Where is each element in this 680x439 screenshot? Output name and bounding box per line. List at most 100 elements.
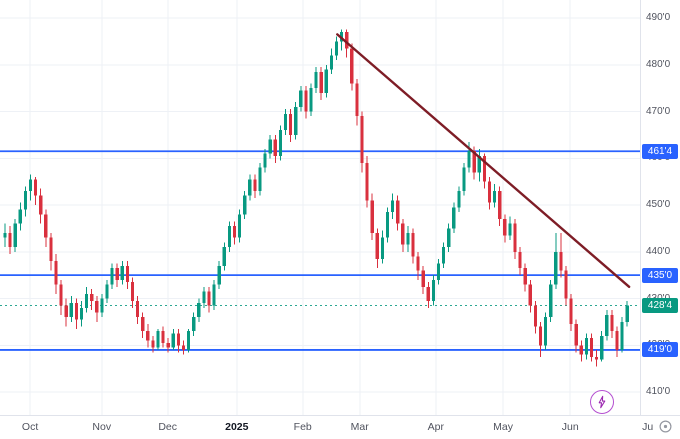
candle-body bbox=[85, 293, 89, 308]
flash-button[interactable] bbox=[590, 390, 614, 414]
candle-body bbox=[605, 314, 609, 336]
candle-body bbox=[589, 338, 594, 357]
candle-body bbox=[253, 179, 257, 191]
candle-body bbox=[360, 116, 364, 163]
plot-svg bbox=[0, 0, 640, 415]
candles-layer bbox=[3, 29, 629, 367]
candle-body bbox=[498, 190, 502, 220]
candle-body bbox=[544, 317, 548, 346]
candle-body bbox=[248, 179, 252, 196]
candle-body bbox=[447, 228, 451, 248]
candle-body bbox=[579, 345, 583, 355]
candle-body bbox=[329, 55, 333, 70]
candle-body bbox=[90, 293, 94, 301]
candle-body bbox=[299, 90, 303, 107]
candle-body bbox=[192, 317, 196, 332]
candle-body bbox=[472, 151, 476, 173]
candle-body bbox=[8, 233, 12, 248]
candle-body bbox=[452, 207, 456, 229]
candle-body bbox=[263, 153, 267, 168]
candle-body bbox=[615, 331, 619, 350]
candle-body bbox=[69, 303, 73, 318]
candle-body bbox=[105, 284, 109, 299]
time-axis[interactable]: Oct Nov Dec 2025 Feb Mar Apr May Jun Ju bbox=[0, 415, 680, 439]
circle-dot-icon[interactable] bbox=[658, 419, 673, 434]
candle-body bbox=[59, 284, 63, 306]
price-tick-label: 480'0 bbox=[646, 58, 671, 70]
candle-body bbox=[554, 251, 558, 285]
candle-body bbox=[467, 151, 471, 168]
candle-body bbox=[79, 307, 84, 320]
candle-body bbox=[197, 303, 201, 318]
candle-body bbox=[13, 223, 17, 248]
candle-body bbox=[600, 335, 604, 360]
candle-body bbox=[391, 200, 395, 213]
time-axis-label: May bbox=[493, 421, 513, 433]
candle-body bbox=[64, 305, 68, 318]
candle-body bbox=[278, 130, 282, 156]
time-axis-label: Apr bbox=[427, 421, 444, 433]
candle-body bbox=[166, 342, 170, 348]
candle-body bbox=[559, 251, 563, 271]
candle-body bbox=[401, 223, 405, 245]
candle-body bbox=[355, 83, 359, 117]
candle-body bbox=[416, 256, 420, 271]
candle-body bbox=[268, 139, 272, 154]
candle-body bbox=[533, 305, 537, 327]
candle-body bbox=[436, 263, 441, 280]
price-level-tag: 419'0 bbox=[642, 342, 678, 358]
candle-body bbox=[426, 286, 430, 301]
candle-body bbox=[528, 284, 532, 306]
candle-body bbox=[564, 270, 568, 299]
candle-body bbox=[477, 155, 481, 173]
candle-body bbox=[95, 300, 99, 313]
price-tick-label: 410'0 bbox=[646, 386, 671, 397]
time-axis-label: Ju bbox=[642, 421, 654, 433]
candle-body bbox=[130, 282, 135, 301]
candle-body bbox=[370, 200, 374, 234]
time-axis-label: Feb bbox=[293, 421, 312, 433]
candle-body bbox=[44, 214, 48, 238]
candle-body bbox=[136, 300, 140, 318]
lightning-icon bbox=[598, 395, 606, 409]
candle-body bbox=[345, 32, 349, 49]
candle-body bbox=[385, 212, 390, 238]
chart-plot[interactable] bbox=[0, 0, 640, 415]
candle-body bbox=[273, 139, 277, 156]
current-price-tag: 428'4 bbox=[642, 298, 678, 313]
candle-body bbox=[238, 214, 242, 238]
candle-body bbox=[151, 340, 155, 348]
candle-body bbox=[28, 179, 33, 191]
candle-body bbox=[3, 233, 7, 238]
candle-body bbox=[503, 219, 507, 236]
candle-body bbox=[217, 265, 221, 285]
candle-body bbox=[232, 226, 237, 238]
candle-body bbox=[294, 106, 298, 135]
candle-body bbox=[421, 270, 425, 287]
candle-body bbox=[309, 88, 313, 112]
candle-body bbox=[176, 333, 180, 346]
candle-body bbox=[513, 223, 517, 252]
price-tick-label: 470'0 bbox=[646, 105, 671, 117]
candle-body bbox=[120, 265, 124, 280]
candle-body bbox=[49, 237, 53, 262]
time-axis-label: Nov bbox=[92, 421, 112, 433]
candle-body bbox=[212, 284, 216, 306]
price-tick-label: 490'0 bbox=[646, 12, 671, 23]
candle-body bbox=[574, 324, 578, 346]
price-axis[interactable]: 490'0480'0470'0460'0450'0440'0430'0420'0… bbox=[640, 0, 680, 415]
candle-body bbox=[549, 284, 553, 318]
candle-body bbox=[610, 314, 614, 332]
trend-line[interactable] bbox=[336, 33, 631, 289]
price-level-tag: 461'4 bbox=[642, 143, 678, 159]
candle-body bbox=[493, 190, 497, 203]
candle-body bbox=[227, 226, 231, 248]
candle-body bbox=[620, 321, 624, 350]
candle-body bbox=[350, 48, 354, 84]
candle-body bbox=[569, 298, 573, 325]
candle-body bbox=[518, 251, 522, 269]
candle-body bbox=[258, 167, 262, 191]
time-axis-label: 2025 bbox=[225, 421, 249, 433]
time-axis-label: Mar bbox=[350, 421, 369, 433]
